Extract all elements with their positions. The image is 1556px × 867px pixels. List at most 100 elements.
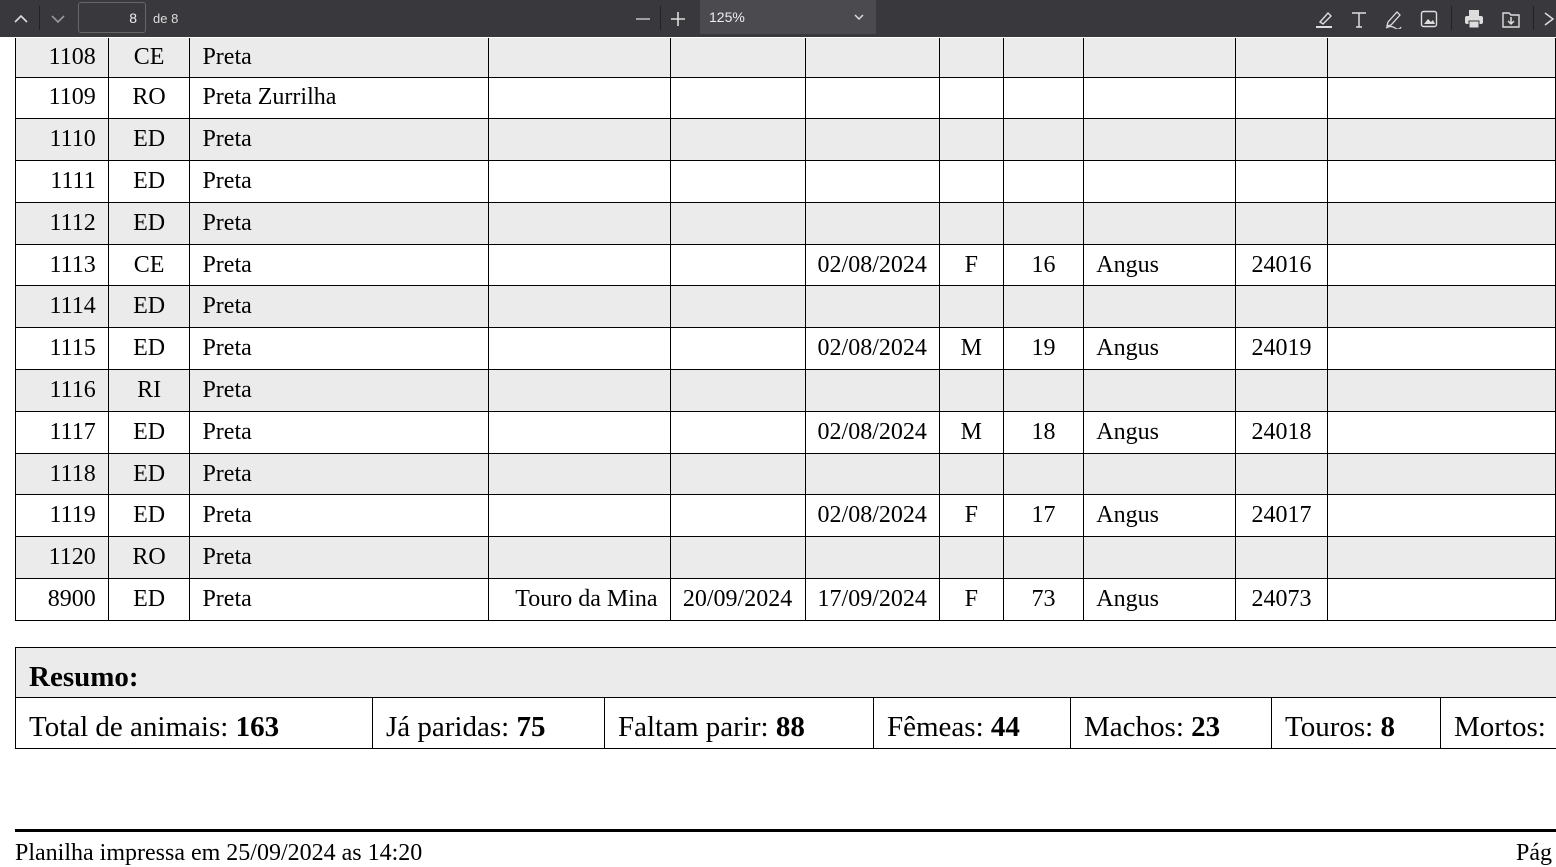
table-cell: 1108 <box>15 38 109 78</box>
next-page-button[interactable] <box>45 0 71 37</box>
table-cell <box>1083 201 1236 245</box>
image-icon <box>1420 10 1438 27</box>
table-cell <box>1083 452 1236 496</box>
zoom-out-button[interactable] <box>632 0 654 37</box>
table-cell: 1110 <box>15 118 109 162</box>
highlight-button[interactable] <box>1312 0 1336 37</box>
animals-table: 1108 CE Preta 1109 RO Preta Zurrilha 1110 ED Pre… <box>15 38 1556 621</box>
table-cell <box>487 160 671 203</box>
table-cell: CE <box>107 243 191 287</box>
table-cell <box>804 118 940 162</box>
summary-label: Touros: <box>1285 711 1381 743</box>
table-cell <box>804 160 940 203</box>
table-row: 1117 ED Preta 02/08/2024 M 18 Angus 24018 <box>15 410 1556 454</box>
table-cell <box>1083 160 1236 203</box>
table-cell <box>804 536 940 580</box>
zoom-value: 125% <box>709 9 745 25</box>
table-cell: 24016 <box>1234 243 1329 287</box>
summary-item: Machos: 23 <box>1070 698 1271 748</box>
summary-value: 44 <box>990 711 1020 743</box>
table-cell <box>938 118 1004 162</box>
table-cell <box>1083 38 1236 78</box>
pencil-icon <box>1385 10 1402 29</box>
table-cell <box>669 285 806 329</box>
table-cell: 1116 <box>15 369 109 412</box>
table-cell <box>1234 285 1329 329</box>
table-cell: Angus <box>1083 578 1236 621</box>
table-cell: 19 <box>1002 327 1085 371</box>
table-cell <box>487 369 671 412</box>
text-icon <box>1352 11 1366 28</box>
table-cell: 16 <box>1002 243 1085 287</box>
previous-page-button[interactable] <box>8 0 34 37</box>
table-row: 1113 CE Preta 02/08/2024 F 16 Angus 24016 <box>15 243 1556 287</box>
table-cell <box>487 536 671 580</box>
table-cell: 24019 <box>1234 327 1329 371</box>
more-tools-button[interactable] <box>1542 0 1556 37</box>
table-cell <box>1234 38 1329 78</box>
zoom-in-button[interactable] <box>667 0 689 37</box>
table-cell <box>804 38 940 78</box>
summary-value: 88 <box>775 711 805 743</box>
printer-icon <box>1465 9 1483 28</box>
table-cell: 1115 <box>15 327 109 371</box>
table-cell <box>1234 118 1329 162</box>
chevron-down-icon <box>854 13 864 20</box>
table-cell <box>804 369 940 412</box>
summary-label: Faltam parir: <box>618 711 776 743</box>
table-cell: ED <box>107 285 191 329</box>
table-cell <box>804 285 940 329</box>
table-row: 1111 ED Preta <box>15 160 1556 203</box>
table-cell: Preta <box>189 160 489 203</box>
table-cell: Preta <box>189 452 489 496</box>
table-cell <box>1002 118 1085 162</box>
save-button[interactable] <box>1499 0 1523 37</box>
table-cell <box>1327 201 1556 245</box>
table-cell: Preta <box>189 285 489 329</box>
summary-item: Touros: 8 <box>1271 698 1440 748</box>
table-cell: ED <box>107 201 191 245</box>
table-cell <box>669 452 806 496</box>
table-cell <box>1002 76 1085 120</box>
table-cell: 1117 <box>15 410 109 454</box>
table-cell: Preta <box>189 578 489 621</box>
summary-value: 23 <box>1191 711 1221 743</box>
download-icon <box>1502 11 1520 28</box>
table-cell <box>938 452 1004 496</box>
table-cell <box>938 201 1004 245</box>
table-cell: Angus <box>1083 410 1236 454</box>
table-cell <box>1327 494 1556 538</box>
table-cell <box>938 160 1004 203</box>
table-cell <box>487 410 671 454</box>
table-cell: 1114 <box>15 285 109 329</box>
table-cell: Preta Zurrilha <box>189 76 489 120</box>
table-cell: Angus <box>1083 243 1236 287</box>
table-row: 1119 ED Preta 02/08/2024 F 17 Angus 24017 <box>15 494 1556 538</box>
table-cell: Preta <box>189 410 489 454</box>
draw-button[interactable] <box>1381 0 1405 37</box>
print-button[interactable] <box>1462 0 1486 37</box>
table-cell: 24073 <box>1234 578 1329 621</box>
table-cell <box>1002 38 1085 78</box>
table-cell: 02/08/2024 <box>804 410 940 454</box>
text-button[interactable] <box>1347 0 1371 37</box>
image-button[interactable] <box>1417 0 1441 37</box>
table-cell <box>487 452 671 496</box>
table-cell <box>1234 76 1329 120</box>
table-cell <box>487 76 671 120</box>
page-number-input[interactable] <box>78 2 146 33</box>
summary-label: Fêmeas: <box>887 711 991 743</box>
table-cell: 1118 <box>15 452 109 496</box>
table-cell <box>487 327 671 371</box>
table-cell <box>1234 160 1329 203</box>
plus-icon <box>671 11 685 26</box>
table-cell <box>487 118 671 162</box>
table-cell: 1109 <box>15 76 109 120</box>
table-cell <box>1234 536 1329 580</box>
table-cell <box>1327 327 1556 371</box>
summary-value: 75 <box>516 711 546 743</box>
table-cell: 02/08/2024 <box>804 243 940 287</box>
zoom-select[interactable]: 125% <box>700 0 876 34</box>
table-cell <box>487 285 671 329</box>
table-cell <box>1327 536 1556 580</box>
